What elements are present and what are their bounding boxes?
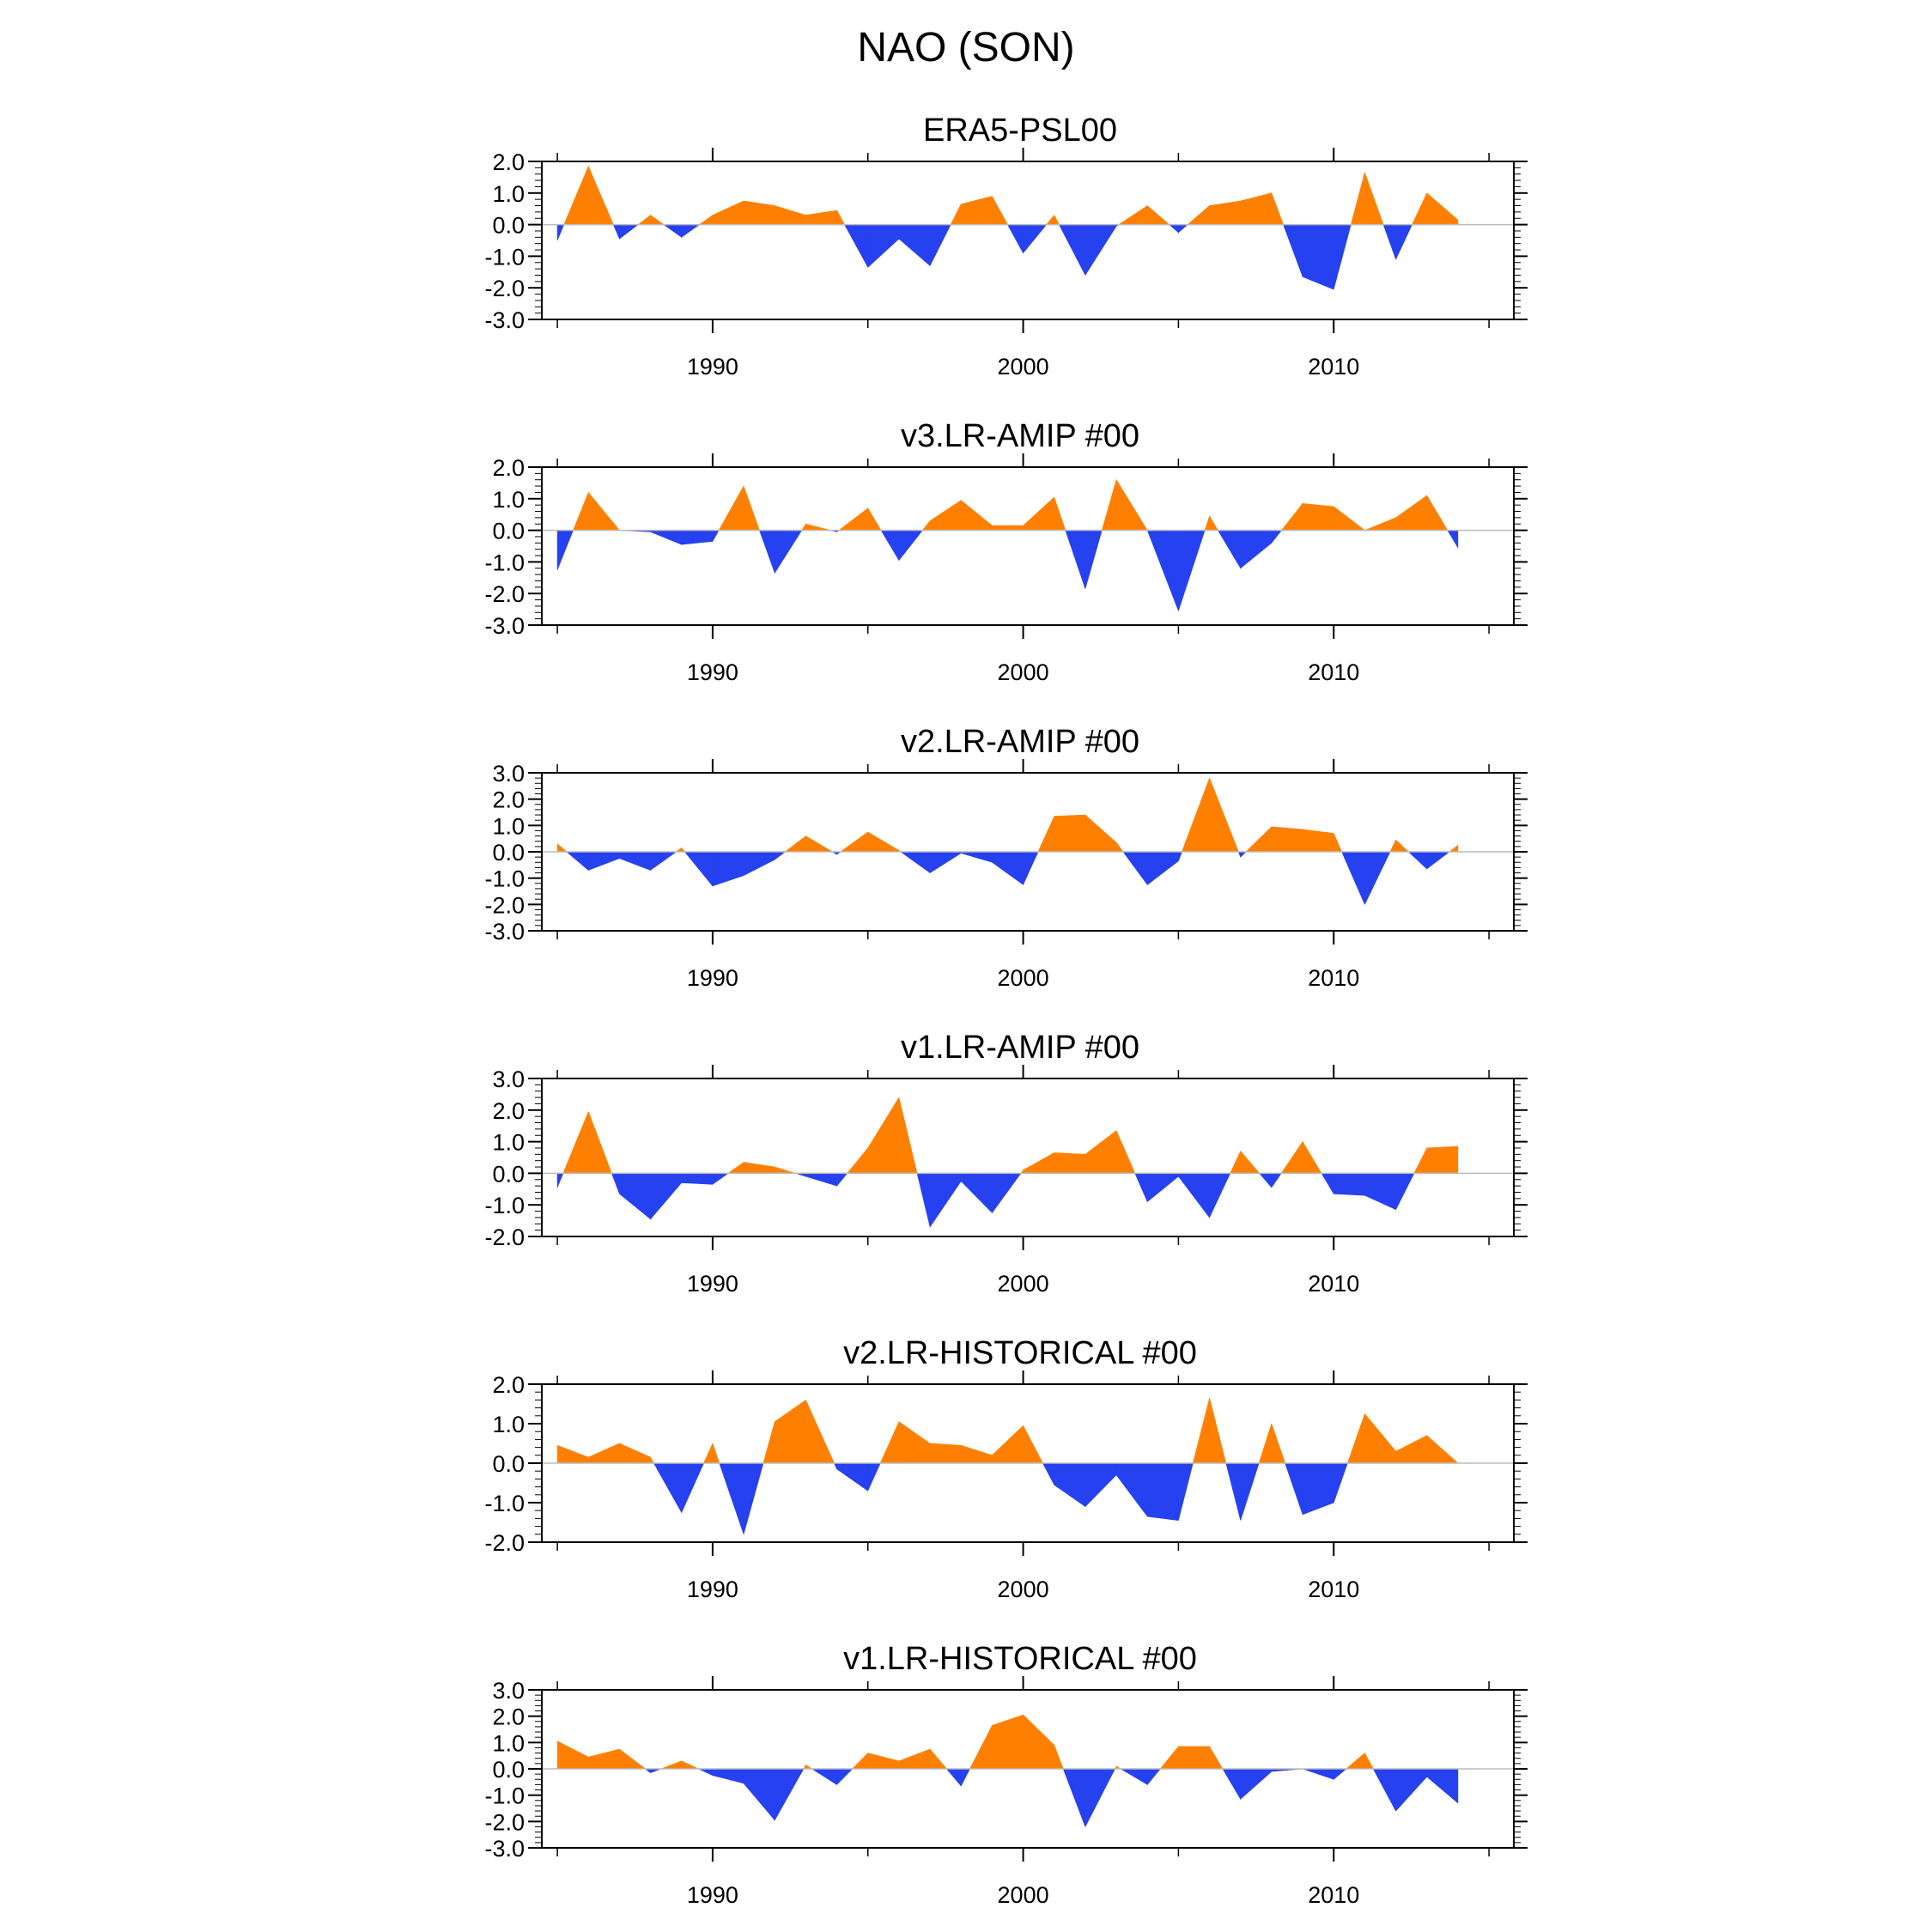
positive-anomaly-area	[556, 1398, 1459, 1464]
ytick-label: -1.0	[484, 1783, 525, 1809]
xtick-label: 2010	[1308, 1882, 1359, 1908]
xtick-label: 2010	[1308, 1577, 1359, 1602]
xtick-label: 1990	[687, 1271, 738, 1297]
ytick-label: 1.0	[492, 1130, 525, 1156]
ytick-label: 0.0	[492, 840, 525, 866]
ytick-label: 2.0	[492, 1098, 525, 1124]
ytick-label: 0.0	[492, 519, 525, 544]
panel-title: v1.LR-HISTORICAL #00	[843, 1641, 1197, 1677]
panel-title: v3.LR-AMIP #00	[901, 418, 1139, 454]
xtick-label: 2000	[998, 1577, 1049, 1602]
ytick-label: 3.0	[492, 1678, 525, 1704]
negative-anomaly-area	[556, 224, 1413, 290]
ytick-label: -2.0	[484, 1530, 525, 1556]
xtick-label: 1990	[687, 1882, 738, 1908]
ytick-label: -3.0	[484, 919, 525, 945]
ytick-label: 3.0	[492, 761, 525, 787]
ytick-label: 2.0	[492, 1372, 525, 1398]
ytick-label: 0.0	[492, 1451, 525, 1477]
ytick-label: 2.0	[492, 455, 525, 481]
positive-anomaly-area	[556, 1714, 1374, 1770]
ytick-label: -3.0	[484, 1836, 525, 1862]
negative-anomaly-area	[566, 851, 1450, 905]
positive-anomaly-area	[562, 1097, 1459, 1174]
panel-2: v3.LR-AMIP #00 2.0 1.0 0.0 -1.0 -2.0 -3.0 1990 2…	[484, 418, 1528, 685]
xtick-label: 2000	[998, 965, 1049, 991]
positive-anomaly-area	[573, 478, 1449, 531]
xtick-label: 2000	[998, 1882, 1049, 1908]
ytick-label: -2.0	[484, 1809, 525, 1835]
ytick-label: 1.0	[492, 1730, 525, 1756]
panel-1: ERA5-PSL00 2.0 1.0 0.0 -1.0 -2.0 -3.0 1990 2000 2…	[484, 112, 1528, 380]
plot-frame	[541, 466, 1515, 626]
ytick-label: -2.0	[484, 1224, 525, 1250]
ytick-label: -1.0	[484, 244, 525, 270]
negative-anomaly-area	[556, 1173, 1415, 1228]
xtick-label: 2010	[1308, 1271, 1359, 1297]
ytick-label: 3.0	[492, 1066, 525, 1092]
panel-title: v2.LR-AMIP #00	[901, 724, 1139, 760]
ytick-label: 0.0	[492, 1161, 525, 1187]
xtick-label: 1990	[687, 965, 738, 991]
plot-frame	[541, 1078, 1515, 1237]
positive-anomaly-area	[563, 166, 1459, 225]
plot-frame	[541, 161, 1515, 320]
ytick-label: -2.0	[484, 581, 525, 607]
ytick-label: 0.0	[492, 213, 525, 239]
panel-title: v2.LR-HISTORICAL #00	[843, 1335, 1197, 1371]
ytick-label: 1.0	[492, 1412, 525, 1437]
ytick-label: 2.0	[492, 787, 525, 813]
xtick-label: 1990	[687, 1577, 738, 1602]
xtick-label: 2000	[998, 354, 1049, 380]
ytick-label: -2.0	[484, 276, 525, 301]
ytick-label: 1.0	[492, 813, 525, 839]
ytick-label: 2.0	[492, 1704, 525, 1730]
panel-3: v2.LR-AMIP #00 3.02.01.00.0-1.0-2.0-3.0 19…	[484, 724, 1528, 991]
xtick-label: 2010	[1308, 659, 1359, 685]
ytick-label: -3.0	[484, 613, 525, 639]
ytick-label: -1.0	[484, 1491, 525, 1516]
panel-title: ERA5-PSL00	[923, 112, 1117, 149]
xtick-label: 2000	[998, 1271, 1049, 1297]
ytick-label: 1.0	[492, 181, 525, 207]
negative-anomaly-area	[556, 530, 1459, 611]
ytick-label: -1.0	[484, 866, 525, 892]
negative-anomaly-area	[644, 1768, 1459, 1827]
xtick-label: 2010	[1308, 965, 1359, 991]
xtick-label: 1990	[687, 354, 738, 380]
ytick-label: -2.0	[484, 892, 525, 918]
panel-6: v1.LR-HISTORICAL #00 3.02.01.00.0-1.0-2.0…	[484, 1641, 1528, 1908]
ytick-label: -1.0	[484, 1193, 525, 1218]
xtick-label: 2010	[1308, 354, 1359, 380]
ytick-label: 2.0	[492, 149, 525, 175]
xtick-label: 2000	[998, 659, 1049, 685]
figure-title: NAO (SON)	[857, 25, 1075, 70]
xtick-label: 1990	[687, 659, 738, 685]
negative-anomaly-area	[653, 1462, 1348, 1534]
ytick-label: -3.0	[484, 307, 525, 333]
positive-anomaly-area	[556, 778, 1459, 853]
ytick-label: 0.0	[492, 1757, 525, 1783]
panel-4: v1.LR-AMIP #00 3.0 2.0 1.0 0.0 -1.0 -2.0 1990 20…	[484, 1030, 1528, 1297]
ytick-label: -1.0	[484, 550, 525, 575]
ytick-label: 1.0	[492, 487, 525, 513]
panel-title: v1.LR-AMIP #00	[901, 1030, 1139, 1066]
panel-5: v2.LR-HISTORICAL #00 2.0 1.0 0.0 -1.0 -2.0 199…	[484, 1335, 1528, 1602]
